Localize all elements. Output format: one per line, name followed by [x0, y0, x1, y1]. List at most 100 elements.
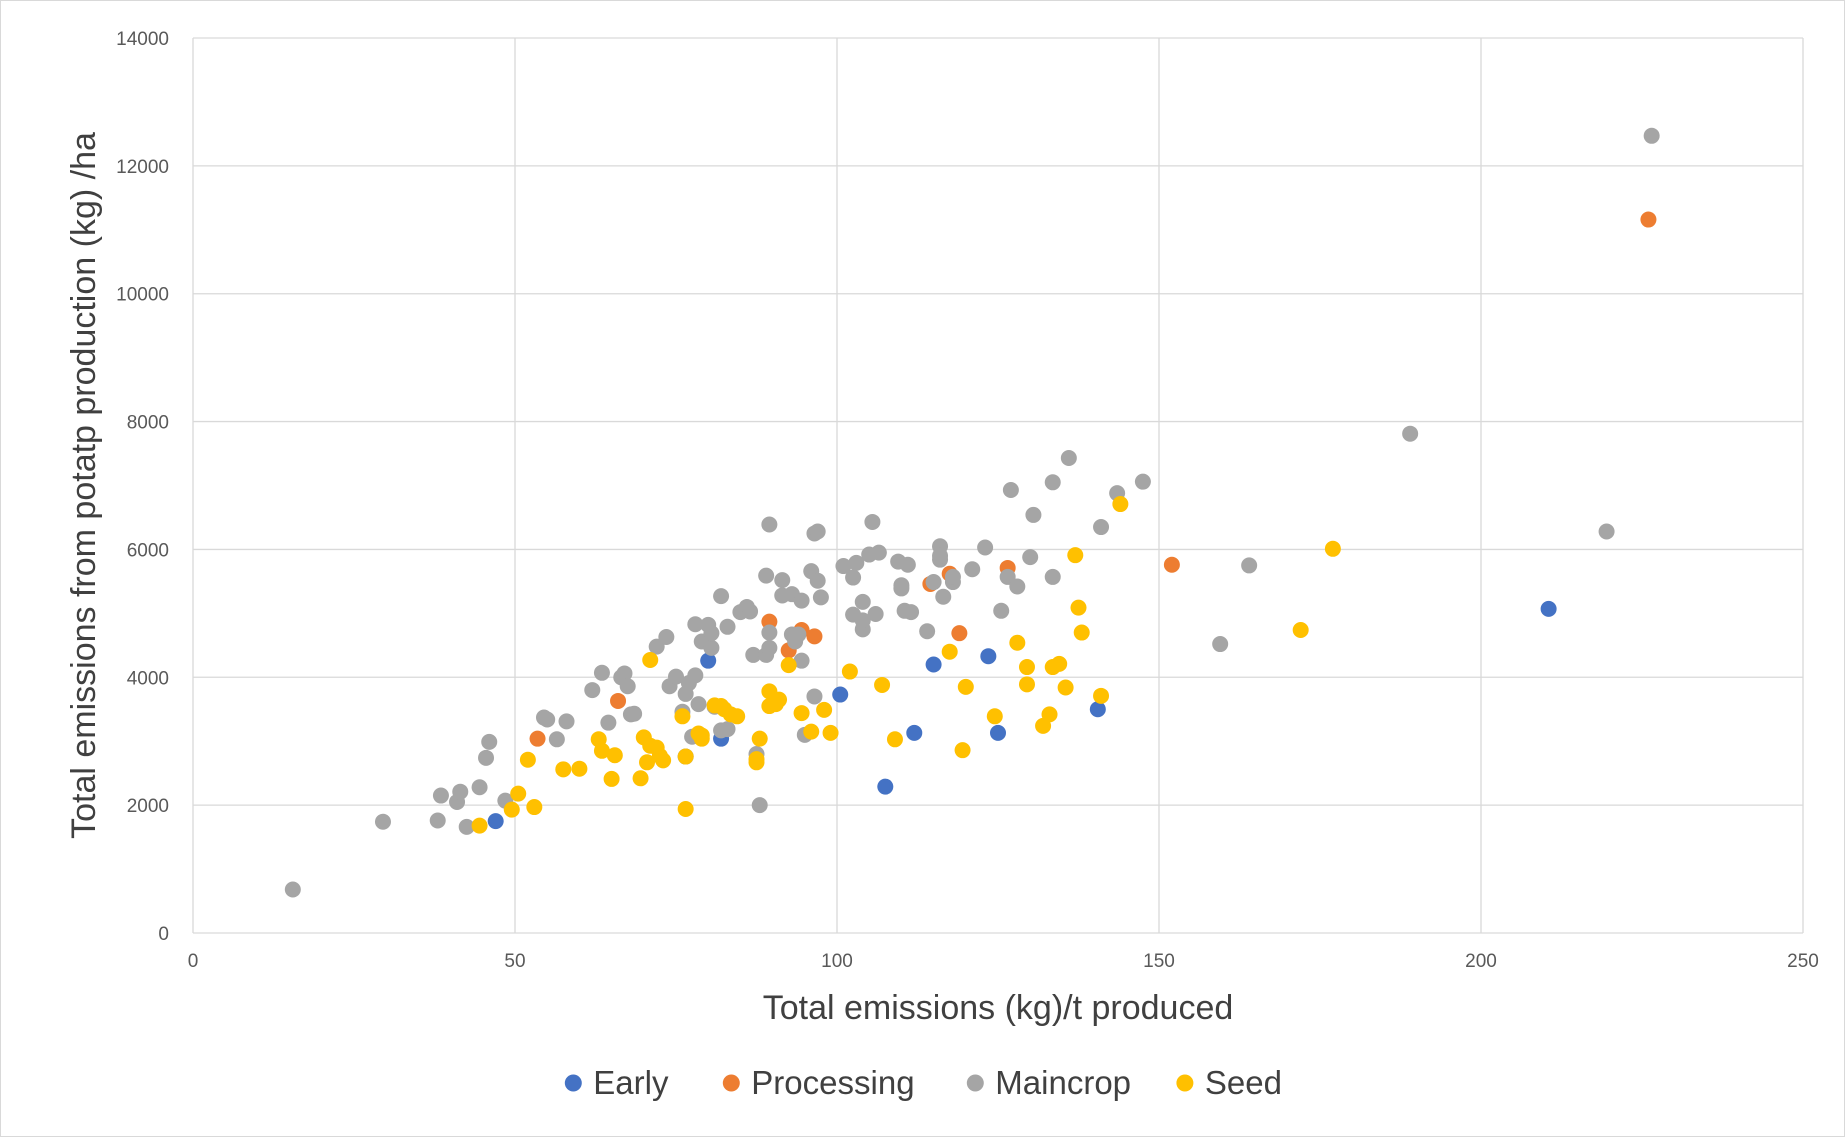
- legend-label-early: Early: [593, 1064, 669, 1101]
- y-tick-label: 10000: [116, 285, 169, 306]
- maincrop-point: [703, 625, 720, 642]
- maincrop-point: [809, 523, 826, 540]
- maincrop-point: [964, 561, 981, 578]
- processing-point: [1163, 556, 1180, 573]
- processing-point: [806, 628, 823, 645]
- maincrop-point: [854, 612, 871, 629]
- seed-point: [874, 676, 891, 693]
- seed-point: [555, 761, 572, 778]
- maincrop-point: [1402, 425, 1419, 442]
- x-tick-label: 100: [821, 951, 853, 972]
- maincrop-point: [719, 721, 736, 738]
- seed-point: [519, 751, 536, 768]
- seed-point: [822, 724, 839, 741]
- data-points: [284, 127, 1660, 898]
- maincrop-point: [790, 626, 807, 643]
- maincrop-point: [374, 813, 391, 830]
- maincrop-point: [1044, 568, 1061, 585]
- seed-point: [655, 752, 672, 769]
- seed-point: [1070, 599, 1087, 616]
- maincrop-point: [690, 696, 707, 713]
- seed-point: [1292, 621, 1309, 638]
- legend-label-seed: Seed: [1205, 1064, 1282, 1101]
- maincrop-point: [793, 652, 810, 669]
- y-tick-label: 4000: [127, 668, 169, 689]
- seed-point: [1041, 706, 1058, 723]
- maincrop-point: [864, 513, 881, 530]
- maincrop-point: [932, 547, 949, 564]
- early-point: [1540, 600, 1557, 617]
- maincrop-point: [742, 603, 759, 620]
- maincrop-point: [558, 713, 575, 730]
- legend-marker-seed: [1176, 1074, 1194, 1092]
- maincrop-point: [284, 881, 301, 898]
- y-tick-label: 6000: [127, 540, 169, 561]
- maincrop-point: [1022, 549, 1039, 566]
- seed-point: [677, 800, 694, 817]
- maincrop-point: [1134, 473, 1151, 490]
- maincrop-point: [1002, 481, 1019, 498]
- maincrop-point: [854, 593, 871, 610]
- seed-point: [471, 817, 488, 834]
- maincrop-point: [870, 544, 887, 561]
- legend-marker-processing: [722, 1074, 740, 1092]
- maincrop-point: [793, 592, 810, 609]
- seed-point: [954, 742, 971, 759]
- maincrop-point: [812, 589, 829, 606]
- maincrop-point: [687, 667, 704, 684]
- maincrop-point: [1044, 474, 1061, 491]
- seed-point: [748, 751, 765, 768]
- maincrop-point: [835, 558, 852, 575]
- maincrop-point: [935, 588, 952, 605]
- seed-point: [677, 748, 694, 765]
- maincrop-point: [616, 665, 633, 682]
- maincrop-point: [993, 602, 1010, 619]
- maincrop-point: [848, 554, 865, 571]
- maincrop-point: [619, 678, 636, 695]
- maincrop-point: [1093, 519, 1110, 536]
- maincrop-point: [584, 682, 601, 699]
- seed-point: [751, 730, 768, 747]
- maincrop-point: [1025, 506, 1042, 523]
- seed-point: [693, 730, 710, 747]
- seed-point: [1073, 624, 1090, 641]
- y-tick-label: 8000: [127, 413, 169, 434]
- maincrop-point: [893, 577, 910, 594]
- legend: Early Processing Maincrop Seed: [564, 1064, 1282, 1101]
- x-tick-label: 0: [188, 951, 199, 972]
- maincrop-point: [761, 624, 778, 641]
- seed-point: [729, 708, 746, 725]
- seed-point: [1018, 676, 1035, 693]
- legend-marker-maincrop: [966, 1074, 984, 1092]
- maincrop-point: [452, 783, 469, 800]
- maincrop-point: [758, 567, 775, 584]
- seed-point: [1324, 540, 1341, 557]
- maincrop-point: [919, 623, 936, 640]
- seed-point: [1067, 547, 1084, 564]
- maincrop-point: [944, 568, 961, 585]
- maincrop-point: [687, 616, 704, 633]
- seed-point: [503, 801, 520, 818]
- maincrop-point: [458, 818, 475, 835]
- early-point: [980, 648, 997, 665]
- seed-point: [793, 705, 810, 722]
- early-point: [990, 724, 1006, 741]
- maincrop-point: [1643, 127, 1660, 144]
- maincrop-point: [774, 572, 791, 589]
- maincrop-point: [925, 574, 942, 591]
- maincrop-point: [1009, 578, 1026, 595]
- processing-point: [610, 692, 627, 709]
- maincrop-point: [432, 787, 449, 804]
- early-point: [906, 724, 923, 741]
- maincrop-point: [471, 779, 488, 796]
- seed-point: [986, 708, 1003, 725]
- x-tick-label: 250: [1787, 951, 1819, 972]
- x-tick-label: 150: [1143, 951, 1175, 972]
- seed-point: [771, 691, 788, 708]
- seed-point: [606, 747, 623, 764]
- maincrop-point: [600, 714, 617, 731]
- axes: 0 50 100 150 200 250 0 2000 4000 6000 8000 10000 120…: [116, 29, 1819, 972]
- maincrop-point: [1060, 450, 1077, 467]
- seed-point: [510, 785, 527, 802]
